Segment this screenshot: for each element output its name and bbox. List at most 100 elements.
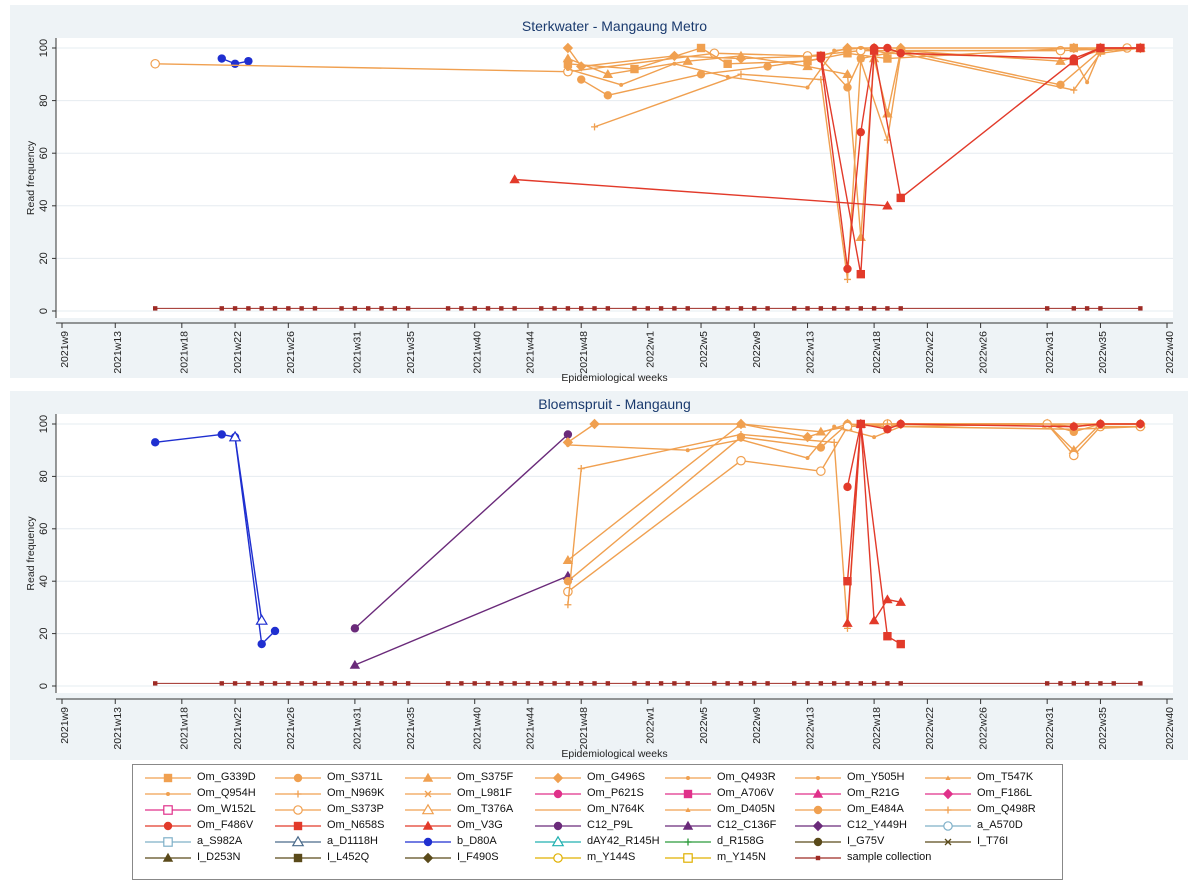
- legend-item: Om_S375F: [403, 770, 533, 786]
- legend-item: Om_Q954H: [143, 786, 273, 802]
- legend-swatch: [535, 772, 581, 784]
- series-line-c12-c136f: [354, 575, 569, 666]
- legend-swatch: [275, 821, 321, 831]
- legend-marker: [422, 772, 434, 782]
- data-point-om-q493r: [685, 448, 690, 453]
- legend-marker: [291, 835, 305, 847]
- legend-swatch: [925, 806, 971, 814]
- legend-marker: [944, 806, 952, 814]
- legend-label: m_Y145N: [717, 851, 766, 863]
- legend-label: Om_Q493R: [717, 771, 776, 783]
- legend-swatch: [795, 837, 841, 847]
- data-point-om-s371l: [816, 443, 826, 452]
- data-point-sample-collection: [485, 306, 491, 311]
- data-point-sample-collection: [1071, 681, 1077, 686]
- data-point-sample-collection: [605, 306, 611, 311]
- x-tick-label: 2021w13: [112, 707, 124, 750]
- data-point-om-g496s: [562, 42, 574, 54]
- data-point-sample-collection: [805, 681, 810, 686]
- data-point-om-s373p: [563, 586, 573, 597]
- legend-swatch: [145, 805, 191, 815]
- x-tick-label: 2022w40: [1164, 331, 1176, 374]
- data-point-om-f486v: [856, 127, 865, 137]
- legend-marker: [163, 773, 173, 783]
- legend-swatch: [665, 838, 711, 846]
- x-tick-label: 2021w48: [578, 707, 590, 750]
- data-point-om-n969k: [830, 438, 838, 446]
- data-point-sample-collection: [339, 681, 344, 686]
- y-axis-title: Read frequency: [25, 516, 37, 591]
- legend-label: Om_F186L: [977, 787, 1033, 799]
- series-c12-p9l: [350, 430, 573, 633]
- legend-item: I_G75V: [793, 834, 923, 850]
- data-point-sample-collection: [352, 681, 358, 686]
- data-point-om-q493r: [858, 46, 863, 50]
- legend-swatch: [925, 775, 971, 780]
- data-point-sample-collection: [286, 681, 291, 686]
- data-point-a-d1118h: [255, 614, 268, 625]
- legend-row: I_D253N I_L452Q I_F490S m_Y144S m_Y145N sampl…: [133, 850, 1062, 866]
- legend-item: Om_S371L: [273, 770, 403, 786]
- data-point-om-q493r: [725, 74, 730, 79]
- legend-label: dAY42_R145H: [587, 835, 660, 847]
- data-point-sample-collection: [499, 306, 504, 311]
- data-point-om-v3g: [868, 615, 880, 625]
- data-point-sample-collection: [352, 306, 358, 311]
- data-point-om-v3g: [882, 594, 893, 604]
- data-point-om-n658s: [883, 632, 892, 641]
- chart-panel-a: 0 20 40 60 80 100 2021w9 2021w13 2021w18 2021w22 2…: [10, 5, 1188, 384]
- legend-swatch: [535, 809, 581, 811]
- legend-swatch: [275, 805, 321, 815]
- data-point-sample-collection: [1084, 306, 1090, 311]
- data-point-sample-collection: [379, 681, 384, 686]
- legend-label: Om_N658S: [327, 819, 385, 831]
- legend-label: a_S982A: [197, 835, 243, 847]
- legend-swatch: [145, 792, 191, 796]
- data-point-om-n969k: [843, 275, 851, 283]
- data-point-sample-collection: [592, 306, 597, 311]
- x-tick-label: 2022w1: [645, 707, 657, 744]
- data-point-sample-collection: [1138, 681, 1143, 686]
- data-point-om-g339d: [1069, 43, 1079, 53]
- legend-marker: [421, 803, 435, 815]
- data-point-b-d80a: [230, 59, 240, 68]
- x-tick-label: 2021w40: [471, 707, 483, 750]
- data-point-om-s375f: [602, 69, 614, 78]
- legend-item: Om_Q498R: [923, 802, 1053, 818]
- legend-item: m_Y144S: [533, 850, 663, 866]
- legend-marker: [162, 852, 174, 862]
- legend-item: C12_C136F: [663, 818, 793, 834]
- data-point-sample-collection: [898, 681, 903, 686]
- legend-swatch: [405, 803, 451, 815]
- series-line-om-v3g: [514, 178, 888, 207]
- series-om-v3g: [842, 418, 906, 627]
- data-point-sample-collection: [579, 681, 584, 686]
- legend: Om_G339D Om_S371L Om_S375F Om_G496S Om_Q493R…: [132, 764, 1063, 880]
- legend-item: Om_T547K: [923, 770, 1053, 786]
- data-point-om-f486v: [883, 425, 892, 434]
- data-point-om-s375f: [802, 61, 813, 71]
- data-point-om-g339d: [883, 54, 892, 63]
- data-point-om-s371l: [603, 91, 613, 100]
- x-tick-label: 2022w9: [751, 331, 763, 368]
- data-point-om-g339d: [696, 43, 706, 53]
- data-point-sample-collection: [805, 306, 810, 311]
- data-point-sample-collection: [871, 681, 877, 686]
- x-tick-label: 2021w18: [179, 331, 191, 374]
- legend-marker: [551, 835, 565, 847]
- legend-marker: [943, 821, 953, 831]
- legend-swatch: [275, 773, 321, 783]
- data-point-om-n969k: [857, 57, 865, 65]
- legend-label: Om_S375F: [457, 771, 514, 783]
- y-tick-label: 100: [38, 415, 50, 433]
- data-point-sample-collection: [485, 681, 491, 686]
- legend-item: Om_D405N: [663, 802, 793, 818]
- series-om-v3g: [509, 174, 893, 210]
- legend-row: Om_F486V Om_N658S Om_V3G C12_P9L C12_C136F C1…: [133, 818, 1062, 834]
- x-tick-label: 2022w13: [804, 331, 816, 374]
- series-a-d1118h: [228, 430, 268, 625]
- data-point-sample-collection: [539, 306, 544, 311]
- legend-swatch: [405, 772, 451, 782]
- data-point-sample-collection: [552, 681, 557, 686]
- y-axis-title: Read frequency: [25, 140, 37, 215]
